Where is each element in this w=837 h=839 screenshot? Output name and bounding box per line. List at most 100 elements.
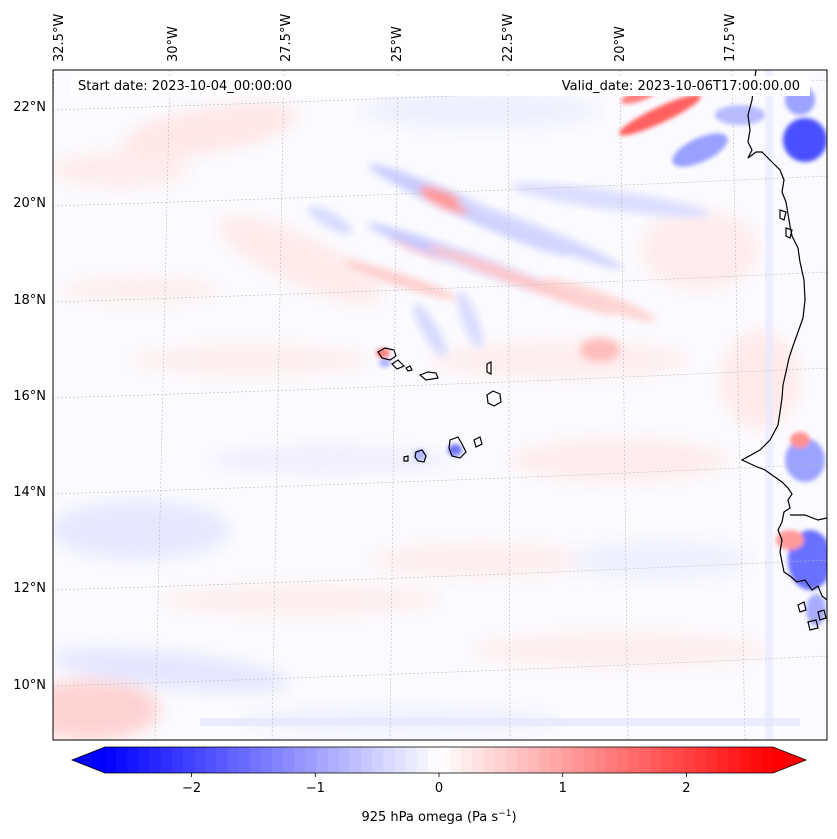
gridline-lon xyxy=(53,70,55,133)
lon-label: 17.5°W xyxy=(723,14,738,62)
colorbar-segment xyxy=(427,747,440,773)
colorbar-segment xyxy=(361,747,373,773)
colorbar-segment xyxy=(439,747,451,773)
omega-wave-streaks xyxy=(307,164,710,362)
colorbar-segment xyxy=(405,747,418,773)
map-panel[interactable]: Start date: 2023-10-04_00:00:00 Valid_da… xyxy=(20,69,832,741)
colorbar-segment xyxy=(683,747,696,773)
omega-boundary-band-south xyxy=(200,718,800,726)
cape-verde-island xyxy=(486,361,492,375)
colorbar-segment xyxy=(583,747,596,773)
cape-verde-island xyxy=(418,371,439,381)
colorbar-tick-label: 1 xyxy=(559,781,567,796)
lat-label: 12°N xyxy=(13,581,46,596)
colorbar-label: 925 hPa omega (Pa s−1) xyxy=(361,809,516,825)
valid-date-label: Valid_date: 2023-10-06T17:00:00.00 xyxy=(562,79,800,94)
colorbar-segment xyxy=(416,747,429,773)
colorbar-segment xyxy=(728,747,741,773)
colorbar-segment xyxy=(650,747,663,773)
lon-label: 27.5°W xyxy=(279,14,294,62)
lon-label: 30°W xyxy=(166,26,181,62)
colorbar-segment xyxy=(272,747,284,773)
colorbar-segment xyxy=(327,747,340,773)
bijagos-island xyxy=(797,601,807,613)
colorbar-segment xyxy=(194,747,206,773)
colorbar-segment xyxy=(394,747,407,773)
colorbar-segment xyxy=(283,747,295,773)
colorbar-segment xyxy=(505,747,518,773)
colorbar-segment xyxy=(216,747,229,773)
cape-verde-island xyxy=(448,436,467,459)
lon-label: 20°W xyxy=(613,26,628,62)
colorbar-tick-label: −1 xyxy=(306,781,325,796)
colorbar-segment xyxy=(260,747,273,773)
colorbar-segment xyxy=(116,747,128,773)
bijagos-island xyxy=(807,619,819,631)
colorbar-segment xyxy=(182,747,195,773)
omega-broad-patches xyxy=(53,90,800,740)
colorbar-extend-min xyxy=(72,747,105,773)
colorbar-segment xyxy=(561,747,574,773)
start-date-label: Start date: 2023-10-04_00:00:00 xyxy=(78,79,292,94)
colorbar-segment xyxy=(572,747,585,773)
lat-label: 22°N xyxy=(13,100,46,115)
colorbar-segment xyxy=(227,747,240,773)
colorbar-segment xyxy=(739,747,752,773)
cape-verde-island xyxy=(403,455,409,462)
colorbar-segment xyxy=(494,747,507,773)
omega-boundary-band-east xyxy=(765,70,773,740)
colorbar-extend-max xyxy=(773,747,806,773)
colorbar-tick-label: 0 xyxy=(435,781,443,796)
cape-verde-island xyxy=(414,449,427,463)
omega-coastal-features xyxy=(376,85,827,626)
colorbar-segment xyxy=(372,747,384,773)
lat-label: 18°N xyxy=(13,293,46,308)
lat-label: 14°N xyxy=(13,485,46,500)
latitude-labels: 22°N 20°N 18°N 16°N 14°N 12°N 10°N xyxy=(13,100,46,693)
colorbar-tick-label: −2 xyxy=(182,781,201,796)
colorbar-segment xyxy=(160,747,173,773)
colorbar-segment xyxy=(238,747,251,773)
colorbar-segment xyxy=(628,747,640,773)
colorbar-segment xyxy=(138,747,151,773)
date-header-strip xyxy=(70,76,810,96)
coastlines xyxy=(377,70,827,631)
colorbar-segment xyxy=(550,747,563,773)
colorbar-segment xyxy=(105,747,117,773)
lon-label: 25°W xyxy=(390,26,405,62)
lat-label: 16°N xyxy=(13,389,46,404)
colorbar-segment xyxy=(761,747,774,773)
omega-field xyxy=(53,70,827,740)
colorbar-tick-label: 2 xyxy=(682,781,690,796)
colorbar-segment xyxy=(750,747,763,773)
colorbar-segment xyxy=(717,747,730,773)
cape-verde-island xyxy=(377,347,397,361)
colorbar-segment xyxy=(450,747,462,773)
colorbar-segment xyxy=(539,747,551,773)
colorbar-segment xyxy=(127,747,139,773)
bijagos-island xyxy=(817,609,827,621)
colorbar-segments xyxy=(105,747,774,773)
colorbar-segment xyxy=(171,747,184,773)
cape-verde-island xyxy=(486,390,502,407)
colorbar-segment xyxy=(149,747,162,773)
cape-verde-island xyxy=(405,365,413,372)
colorbar-segment xyxy=(672,747,685,773)
colorbar-segment xyxy=(338,747,351,773)
canary-island xyxy=(779,209,787,221)
lon-label: 22.5°W xyxy=(501,14,516,62)
colorbar-segment xyxy=(294,747,306,773)
colorbar-segment xyxy=(472,747,485,773)
colorbar-segment xyxy=(305,747,318,773)
colorbar-segment xyxy=(383,747,396,773)
lon-label: 32.5°W xyxy=(52,14,67,62)
colorbar-segment xyxy=(205,747,217,773)
colorbar-segment xyxy=(606,747,618,773)
longitude-labels: 32.5°W 30°W 27.5°W 25°W 22.5°W 20°W 17.5… xyxy=(52,14,738,62)
colorbar-segment xyxy=(661,747,674,773)
colorbar-segment xyxy=(594,747,607,773)
colorbar-outline xyxy=(70,746,808,774)
colorbar-segment xyxy=(461,747,473,773)
colorbar-segment xyxy=(349,747,362,773)
